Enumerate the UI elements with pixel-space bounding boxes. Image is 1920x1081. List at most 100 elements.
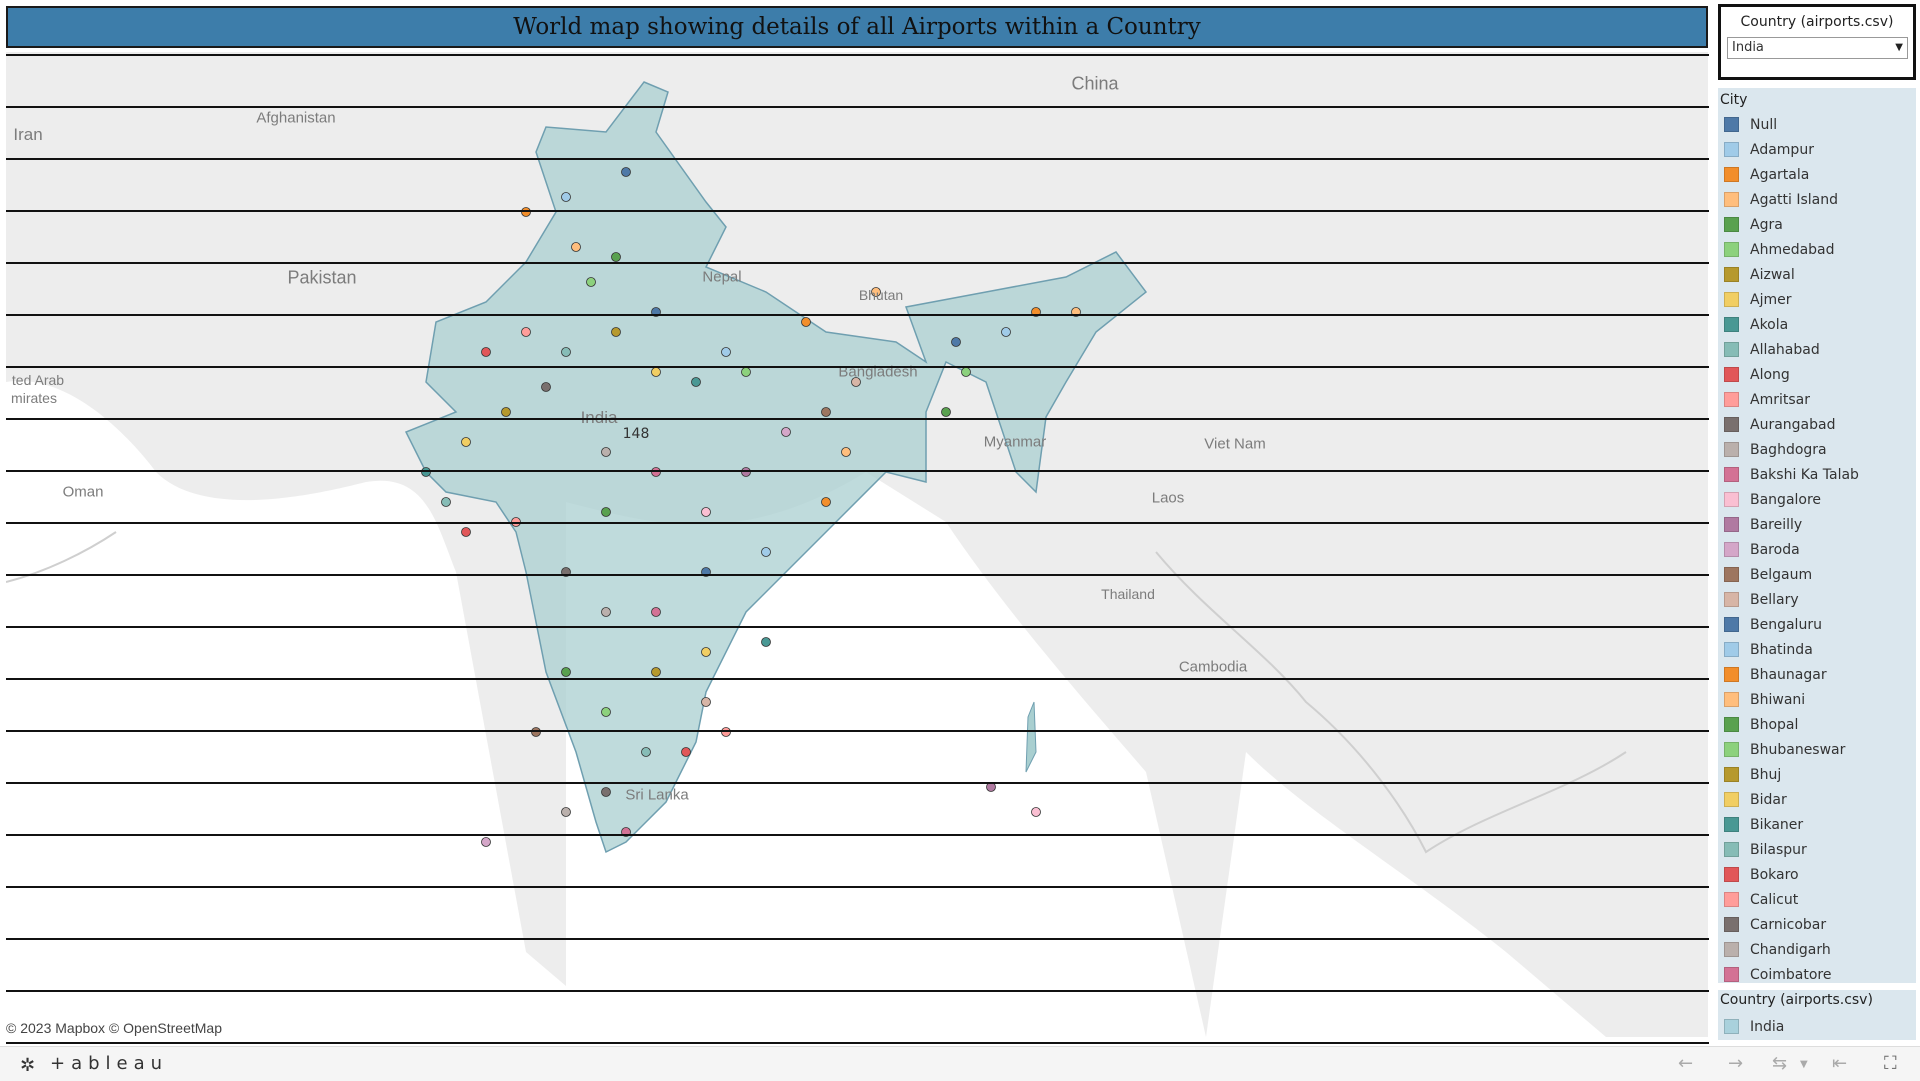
airport-marker[interactable] bbox=[651, 467, 661, 477]
airport-marker[interactable] bbox=[601, 507, 611, 517]
airport-marker[interactable] bbox=[441, 497, 451, 507]
city-legend-item[interactable]: Bhopal bbox=[1718, 712, 1916, 737]
country-legend-item[interactable]: India bbox=[1718, 1014, 1916, 1039]
airport-marker[interactable] bbox=[501, 407, 511, 417]
airport-marker[interactable] bbox=[701, 697, 711, 707]
revert-icon[interactable]: ⇆ bbox=[1772, 1053, 1788, 1074]
airport-marker[interactable] bbox=[1001, 327, 1011, 337]
airport-marker[interactable] bbox=[561, 347, 571, 357]
map-attribution[interactable]: © 2023 Mapbox © OpenStreetMap bbox=[6, 1020, 222, 1036]
city-legend-item[interactable]: Bilaspur bbox=[1718, 837, 1916, 862]
city-legend-item[interactable]: Aurangabad bbox=[1718, 412, 1916, 437]
city-legend-item[interactable]: Along bbox=[1718, 362, 1916, 387]
city-legend-item[interactable]: Agatti Island bbox=[1718, 187, 1916, 212]
airport-marks-layer[interactable] bbox=[421, 167, 1081, 847]
city-legend-item[interactable]: Bhiwani bbox=[1718, 687, 1916, 712]
city-legend-item[interactable]: Bengaluru bbox=[1718, 612, 1916, 637]
revert-dropdown-icon[interactable]: ▼ bbox=[1800, 1059, 1808, 1070]
airport-marker[interactable] bbox=[761, 547, 771, 557]
airport-marker[interactable] bbox=[561, 807, 571, 817]
country-filter-dropdown[interactable]: India ▼ bbox=[1727, 37, 1908, 59]
reset-icon[interactable]: ⇤ bbox=[1832, 1053, 1848, 1074]
chevron-down-icon[interactable]: ▼ bbox=[1895, 42, 1903, 53]
airport-marker[interactable] bbox=[461, 437, 471, 447]
city-legend-item[interactable]: Bellary bbox=[1718, 587, 1916, 612]
city-legend-item[interactable]: Bhuj bbox=[1718, 762, 1916, 787]
city-legend-item[interactable]: Bareilly bbox=[1718, 512, 1916, 537]
city-legend-item[interactable]: Akola bbox=[1718, 312, 1916, 337]
airport-marker[interactable] bbox=[721, 727, 731, 737]
airport-marker[interactable] bbox=[601, 787, 611, 797]
airport-marker[interactable] bbox=[821, 497, 831, 507]
city-legend-item[interactable]: Bidar bbox=[1718, 787, 1916, 812]
airport-marker[interactable] bbox=[521, 327, 531, 337]
airport-marker[interactable] bbox=[801, 317, 811, 327]
airport-marker[interactable] bbox=[621, 167, 631, 177]
city-legend-item[interactable]: Coimbatore bbox=[1718, 962, 1916, 983]
airport-marker[interactable] bbox=[841, 447, 851, 457]
city-legend-item[interactable]: Bikaner bbox=[1718, 812, 1916, 837]
airport-marker[interactable] bbox=[611, 252, 621, 262]
map-view[interactable]: Iran Afghanistan Pakistan China Nepal Bh… bbox=[6, 52, 1708, 1037]
airport-marker[interactable] bbox=[1031, 807, 1041, 817]
airport-marker[interactable] bbox=[681, 747, 691, 757]
airport-marker[interactable] bbox=[741, 367, 751, 377]
fullscreen-icon[interactable]: ⛶ bbox=[1884, 1053, 1897, 1074]
airport-marker[interactable] bbox=[601, 607, 611, 617]
airport-marker[interactable] bbox=[941, 407, 951, 417]
city-legend-item[interactable]: Amritsar bbox=[1718, 387, 1916, 412]
airport-marker[interactable] bbox=[481, 347, 491, 357]
airport-marker[interactable] bbox=[641, 747, 651, 757]
city-legend-item[interactable]: Carnicobar bbox=[1718, 912, 1916, 937]
city-legend-item[interactable]: Bhubaneswar bbox=[1718, 737, 1916, 762]
airport-marker[interactable] bbox=[586, 277, 596, 287]
city-legend-item[interactable]: Adampur bbox=[1718, 137, 1916, 162]
city-legend-item[interactable]: Ajmer bbox=[1718, 287, 1916, 312]
city-legend-item[interactable]: Agra bbox=[1718, 212, 1916, 237]
airport-marker[interactable] bbox=[421, 467, 431, 477]
airport-marker[interactable] bbox=[761, 637, 771, 647]
airport-marker[interactable] bbox=[821, 407, 831, 417]
city-legend-item[interactable]: Aizwal bbox=[1718, 262, 1916, 287]
city-legend-item[interactable]: Chandigarh bbox=[1718, 937, 1916, 962]
airport-marker[interactable] bbox=[561, 192, 571, 202]
redo-icon[interactable]: → bbox=[1728, 1053, 1744, 1074]
airport-marker[interactable] bbox=[721, 347, 731, 357]
city-legend-item[interactable]: Bakshi Ka Talab bbox=[1718, 462, 1916, 487]
airport-marker[interactable] bbox=[961, 367, 971, 377]
airport-marker[interactable] bbox=[651, 667, 661, 677]
city-legend-item[interactable]: Belgaum bbox=[1718, 562, 1916, 587]
city-legend-item[interactable]: Allahabad bbox=[1718, 337, 1916, 362]
airport-marker[interactable] bbox=[461, 527, 471, 537]
city-legend-item[interactable]: Bokaro bbox=[1718, 862, 1916, 887]
city-legend-item[interactable]: Baroda bbox=[1718, 537, 1916, 562]
city-legend-item[interactable]: Baghdogra bbox=[1718, 437, 1916, 462]
airport-marker[interactable] bbox=[521, 207, 531, 217]
airport-marker[interactable] bbox=[871, 287, 881, 297]
city-legend-item[interactable]: Null bbox=[1718, 112, 1916, 137]
airport-marker[interactable] bbox=[601, 447, 611, 457]
airport-marker[interactable] bbox=[951, 337, 961, 347]
airport-marker[interactable] bbox=[601, 707, 611, 717]
airport-marker[interactable] bbox=[561, 667, 571, 677]
undo-icon[interactable]: ← bbox=[1678, 1053, 1694, 1074]
city-legend-item[interactable]: Calicut bbox=[1718, 887, 1916, 912]
india-region[interactable] bbox=[404, 81, 1148, 854]
airport-marker[interactable] bbox=[611, 327, 621, 337]
airport-marker[interactable] bbox=[541, 382, 551, 392]
airport-marker[interactable] bbox=[481, 837, 491, 847]
airport-marker[interactable] bbox=[651, 607, 661, 617]
city-legend-item[interactable]: Bhatinda bbox=[1718, 637, 1916, 662]
airport-marker[interactable] bbox=[851, 377, 861, 387]
airport-marker[interactable] bbox=[741, 467, 751, 477]
airport-marker[interactable] bbox=[531, 727, 541, 737]
airport-marker[interactable] bbox=[781, 427, 791, 437]
city-legend-item[interactable]: Bhaunagar bbox=[1718, 662, 1916, 687]
city-legend-item[interactable]: Bangalore bbox=[1718, 487, 1916, 512]
airport-marker[interactable] bbox=[701, 647, 711, 657]
airport-marker[interactable] bbox=[701, 507, 711, 517]
city-legend-item[interactable]: Ahmedabad bbox=[1718, 237, 1916, 262]
city-legend-item[interactable]: Agartala bbox=[1718, 162, 1916, 187]
airport-marker[interactable] bbox=[691, 377, 701, 387]
airport-marker[interactable] bbox=[571, 242, 581, 252]
